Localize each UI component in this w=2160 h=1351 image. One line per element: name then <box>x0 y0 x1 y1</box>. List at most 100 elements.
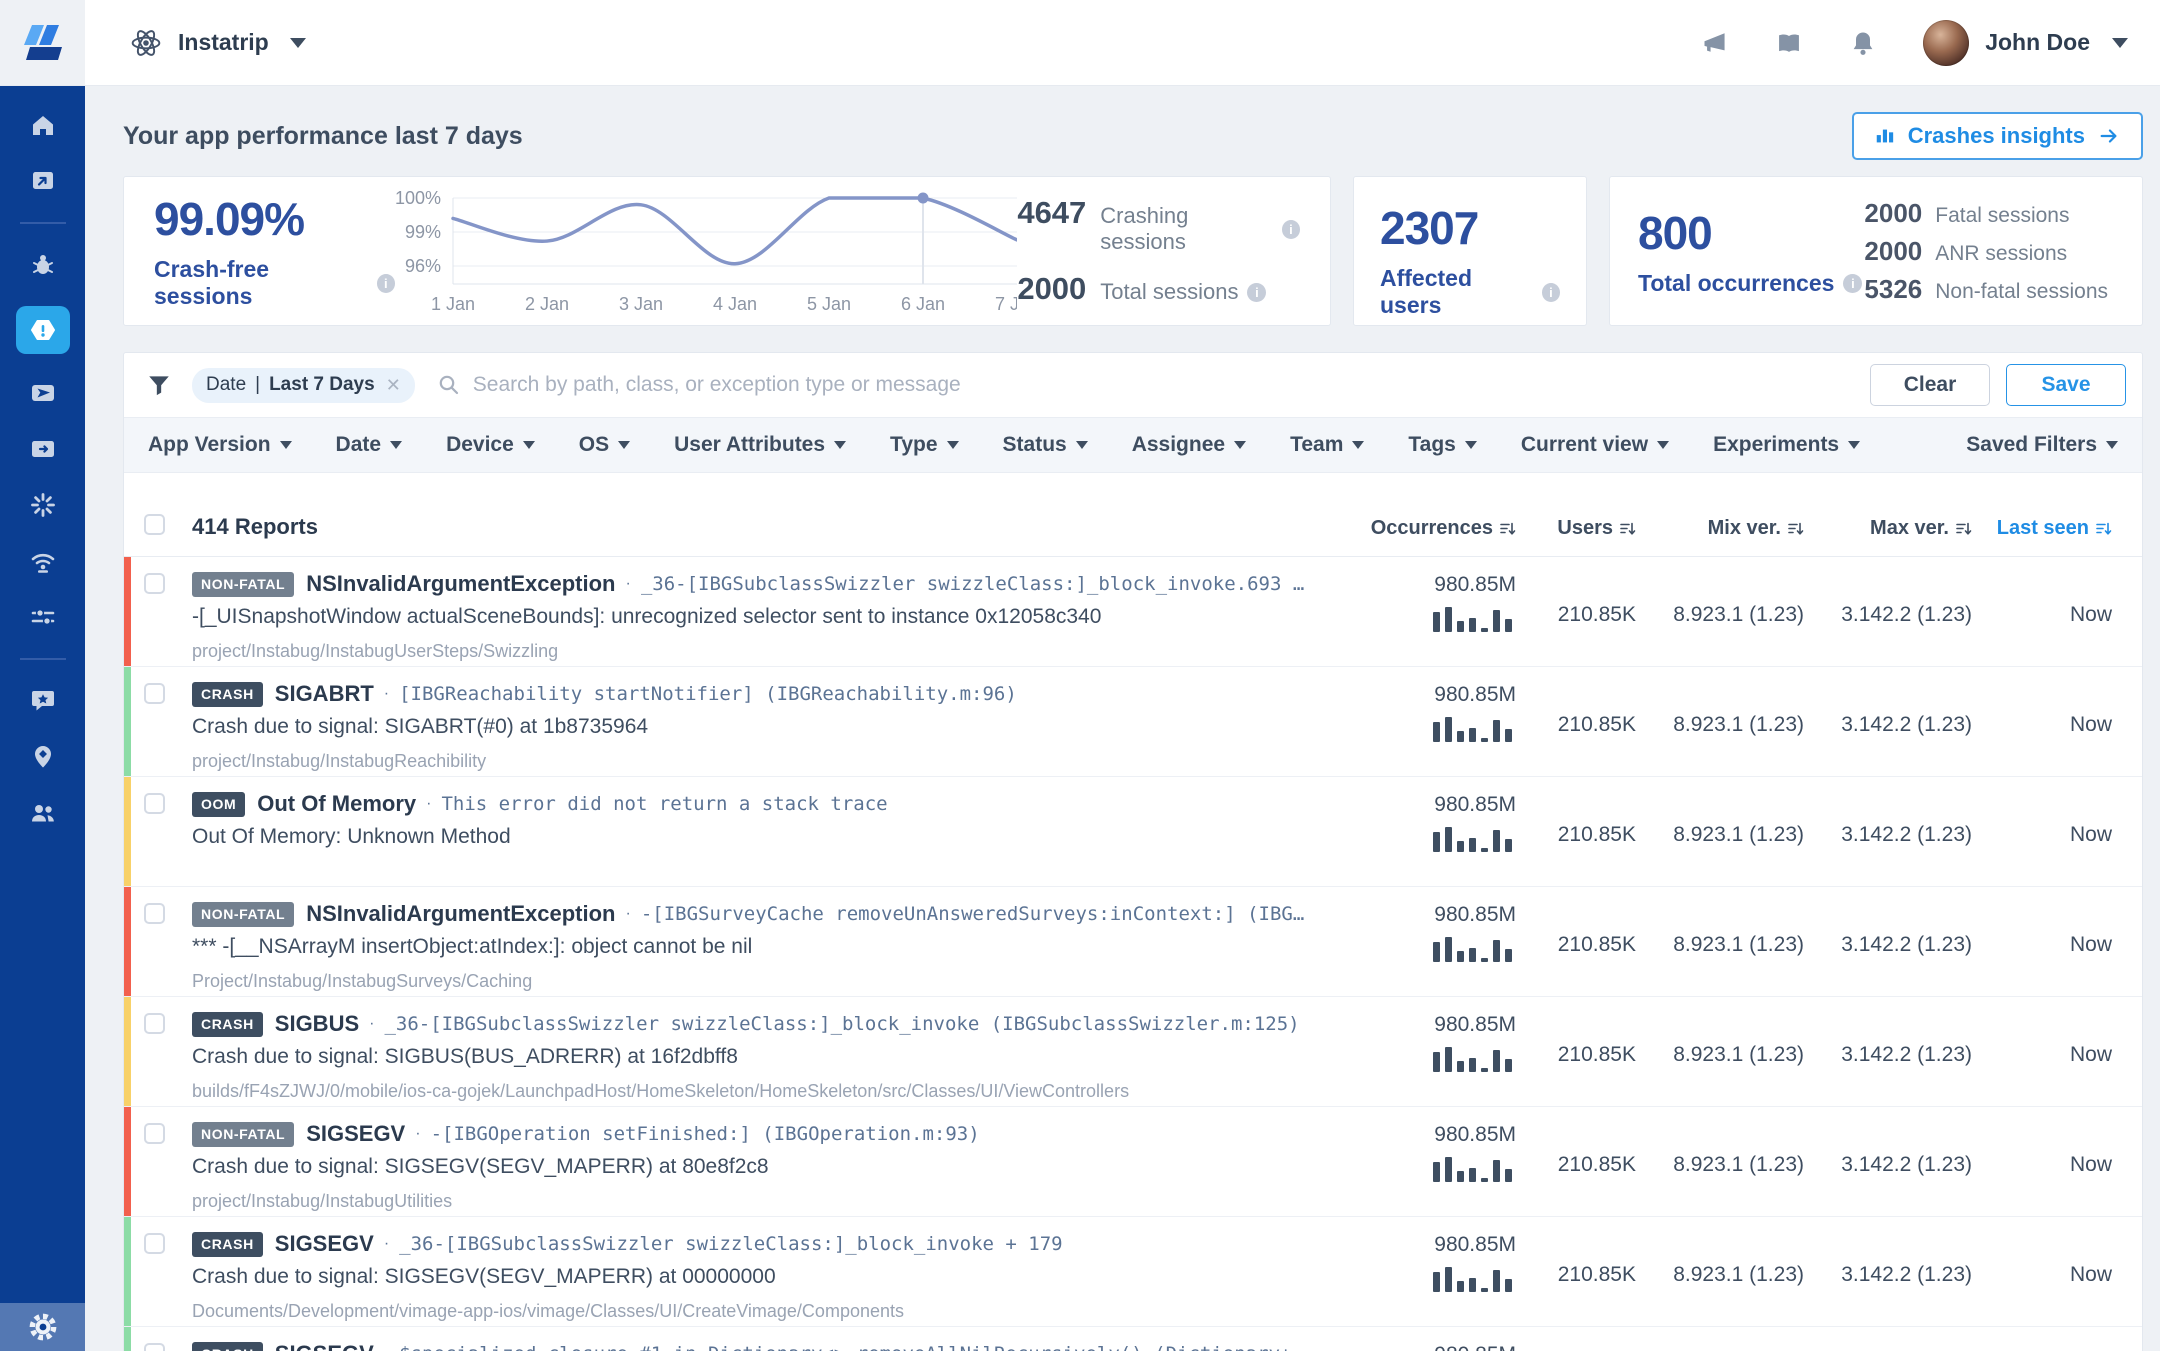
react-atom-icon <box>129 26 163 60</box>
table-row[interactable]: CRASH SIGSEGV · _36-[IBGSubclassSwizzler… <box>124 1217 2142 1327</box>
search-input[interactable] <box>473 373 1856 397</box>
sidebar-divider <box>20 658 66 660</box>
report-location-code[interactable]: [IBGReachability startNotifier] (IBGReac… <box>399 683 1017 705</box>
sidebar-item-session-replay[interactable] <box>16 166 70 196</box>
report-message: -[_UISnapshotWindow actualSceneBounds]: … <box>192 605 1311 629</box>
report-path: builds/fF4sZJWJ/0/mobile/ios-ca-gojek/La… <box>192 1081 1311 1102</box>
save-button[interactable]: Save <box>2006 364 2126 406</box>
users-value: 210.85K <box>1516 887 1636 996</box>
table-row[interactable]: OOM Out Of Memory · This error did not r… <box>124 777 2142 887</box>
sidebar-item-home[interactable] <box>16 110 70 140</box>
sidebar-item-features[interactable] <box>16 490 70 520</box>
sidebar-item-controls[interactable] <box>16 602 70 632</box>
table-row[interactable]: NON-FATAL NSInvalidArgumentException · -… <box>124 887 2142 997</box>
fatal-sessions-value: 2000 <box>1864 198 1922 229</box>
filter-experiments[interactable]: Experiments <box>1713 433 1860 457</box>
severity-stripe <box>124 557 131 666</box>
svg-text:7 Jan: 7 Jan <box>995 294 1017 314</box>
column-occurrences[interactable]: Occurrences <box>1331 517 1516 540</box>
row-checkbox[interactable] <box>144 1233 165 1254</box>
report-location-code[interactable]: _36-[IBGSubclassSwizzler swizzleClass:]_… <box>384 1013 1299 1035</box>
clear-button[interactable]: Clear <box>1870 364 1990 406</box>
filter-device[interactable]: Device <box>446 433 535 457</box>
column-last-seen[interactable]: Last seen <box>1972 517 2112 540</box>
filter-tags[interactable]: Tags <box>1408 433 1476 457</box>
chip-close-icon[interactable]: ✕ <box>386 375 401 396</box>
sidebar-item-feature-requests[interactable] <box>16 686 70 716</box>
filter-type[interactable]: Type <box>890 433 958 457</box>
report-location-code[interactable]: -[IBGOperation setFinished:] (IBGOperati… <box>431 1123 980 1145</box>
info-icon[interactable]: i <box>1282 220 1300 239</box>
sort-icon <box>2096 521 2112 537</box>
sidebar-item-insights[interactable] <box>16 742 70 772</box>
filter-date[interactable]: Date <box>336 433 403 457</box>
report-location-code[interactable]: _36-[IBGSubclassSwizzler swizzleClass:]_… <box>641 573 1311 595</box>
filter-assignee[interactable]: Assignee <box>1132 433 1246 457</box>
total-occurrences-label: Total occurrences <box>1638 270 1834 297</box>
column-max-ver[interactable]: Max ver. <box>1804 517 1972 540</box>
severity-badge: CRASH <box>192 682 263 707</box>
sidebar-item-surveys[interactable] <box>16 378 70 408</box>
crash-free-value: 99.09% <box>154 192 395 246</box>
sidebar-item-team-members[interactable] <box>16 798 70 828</box>
report-message: Crash due to signal: SIGABRT(#0) at 1b87… <box>192 715 1311 739</box>
filter-funnel-icon[interactable] <box>146 372 172 398</box>
table-row[interactable]: NON-FATAL SIGSEGV · -[IBGOperation setFi… <box>124 1107 2142 1217</box>
mix-ver-value: 8.923.1 (1.23) <box>1636 1327 1804 1351</box>
total-occurrences-card: 800 Total occurrences i 2000 Fatal sessi… <box>1609 176 2143 326</box>
notifications-bell-icon[interactable] <box>1849 29 1877 57</box>
sidebar-item-crashes[interactable] <box>16 306 70 354</box>
row-checkbox[interactable] <box>144 573 165 594</box>
report-location-code[interactable]: _36-[IBGSubclassSwizzler swizzleClass:]_… <box>399 1233 1062 1255</box>
table-row[interactable]: CRASH SIGABRT · [IBGReachability startNo… <box>124 667 2142 777</box>
filter-status[interactable]: Status <box>1003 433 1088 457</box>
announcements-icon[interactable] <box>1701 29 1729 57</box>
table-row[interactable]: CRASH SIGSEGV · $specialized closure #1 … <box>124 1327 2142 1351</box>
crashing-sessions-label: Crashing sessions <box>1100 203 1272 255</box>
docs-book-icon[interactable] <box>1775 29 1803 57</box>
info-icon[interactable]: i <box>1542 283 1560 302</box>
sidebar-item-releases[interactable] <box>16 434 70 464</box>
crash-free-trend-chart: 100%99%96%1 Jan2 Jan3 Jan4 Jan5 Jan6 Jan… <box>395 184 1017 318</box>
crash-free-sessions-card: 99.09% Crash-free sessions i 100%99%96%1… <box>123 176 1331 326</box>
row-checkbox[interactable] <box>144 683 165 704</box>
filter-os[interactable]: OS <box>579 433 630 457</box>
select-all-checkbox[interactable] <box>144 514 165 535</box>
instabug-logo[interactable] <box>0 0 85 85</box>
sidebar-item-bug-reporting[interactable] <box>16 250 70 280</box>
sidebar-item-network[interactable] <box>16 546 70 576</box>
filter-app-version[interactable]: App Version <box>148 433 292 457</box>
report-location-code[interactable]: This error did not return a stack trace <box>441 793 887 815</box>
page-title: Your app performance last 7 days <box>123 122 523 151</box>
filter-team[interactable]: Team <box>1290 433 1364 457</box>
saved-filters[interactable]: Saved Filters <box>1966 433 2118 457</box>
filter-current-view[interactable]: Current view <box>1521 433 1669 457</box>
occurrences-sparkbars <box>1433 936 1512 962</box>
table-row[interactable]: NON-FATAL NSInvalidArgumentException · _… <box>124 557 2142 667</box>
crashes-insights-button[interactable]: Crashes insights <box>1852 112 2143 160</box>
column-mix-ver[interactable]: Mix ver. <box>1636 517 1804 540</box>
row-checkbox[interactable] <box>144 1123 165 1144</box>
row-checkbox[interactable] <box>144 1343 165 1351</box>
filter-bar: Date | Last 7 Days ✕ Clear Save <box>124 353 2142 417</box>
table-row[interactable]: CRASH SIGBUS · _36-[IBGSubclassSwizzler … <box>124 997 2142 1107</box>
info-icon[interactable]: i <box>377 274 395 293</box>
app-selector[interactable]: Instatrip <box>129 26 306 60</box>
date-filter-chip[interactable]: Date | Last 7 Days ✕ <box>192 368 415 403</box>
row-checkbox[interactable] <box>144 793 165 814</box>
user-menu[interactable]: John Doe <box>1923 20 2128 66</box>
sidebar-divider <box>20 222 66 224</box>
column-users[interactable]: Users <box>1516 517 1636 540</box>
svg-text:100%: 100% <box>395 188 441 208</box>
svg-text:5 Jan: 5 Jan <box>807 294 851 314</box>
info-icon[interactable]: i <box>1843 274 1862 293</box>
report-location-code[interactable]: -[IBGSurveyCache removeUnAnsweredSurveys… <box>641 903 1311 925</box>
report-location-code[interactable]: $specialized closure #1 in Dictionary<>.… <box>399 1343 1311 1351</box>
avatar[interactable] <box>1923 20 1969 66</box>
info-icon[interactable]: i <box>1247 283 1266 302</box>
severity-stripe <box>124 667 131 776</box>
sidebar-item-settings[interactable] <box>0 1303 85 1351</box>
row-checkbox[interactable] <box>144 1013 165 1034</box>
filter-user-attributes[interactable]: User Attributes <box>674 433 846 457</box>
row-checkbox[interactable] <box>144 903 165 924</box>
